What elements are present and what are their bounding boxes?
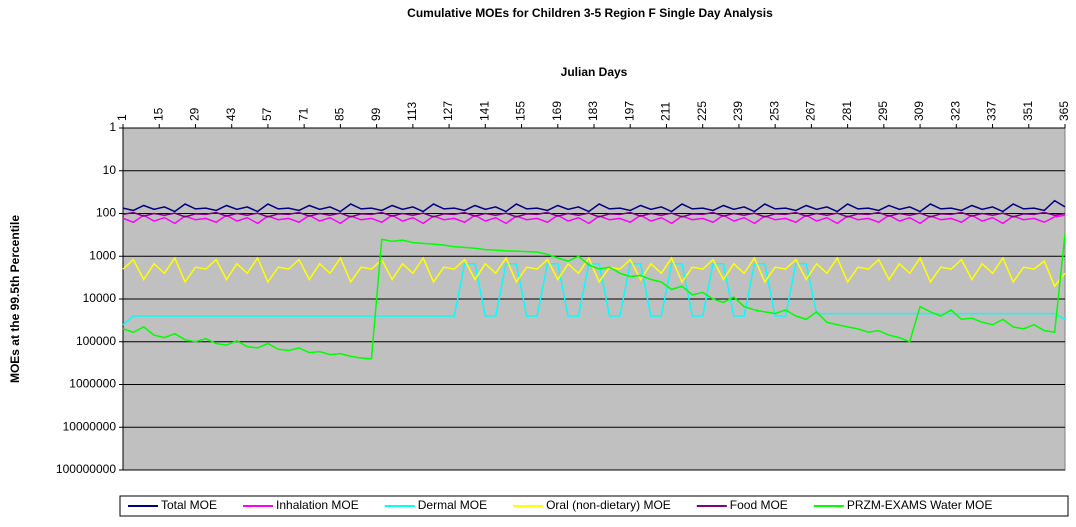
x-tick-label: 57 (260, 107, 274, 121)
series-line (122, 256, 1066, 288)
x-tick-label: 15 (151, 107, 165, 121)
x-tick-label: 71 (296, 107, 310, 121)
y-tick-label: 100000 (76, 334, 116, 348)
x-tick-label: 169 (550, 101, 564, 121)
x-tick-label: 267 (804, 101, 818, 121)
legend: Total MOE Inhalation MOE Dermal MOE Oral (n… (119, 495, 1069, 517)
y-tick-label: 10000000 (63, 419, 117, 433)
x-tick-label: 309 (912, 101, 926, 121)
y-tick-label: 1 (109, 120, 116, 134)
x-tick-label: 85 (333, 107, 347, 121)
legend-label: Dermal MOE (418, 498, 487, 512)
x-tick-label: 281 (840, 101, 854, 121)
legend-label: Total MOE (161, 498, 217, 512)
x-tick-label: 351 (1021, 101, 1035, 121)
legend-label: Oral (non-dietary) MOE (546, 498, 671, 512)
y-tick-label: 1000 (89, 248, 116, 262)
series-line (122, 211, 1066, 218)
y-tick-label: 10000 (83, 291, 117, 305)
x-tick-label: 225 (695, 101, 709, 121)
series-line (122, 199, 1066, 213)
x-tick-label: 239 (731, 101, 745, 121)
x-axis-title: Julian Days (561, 65, 628, 79)
x-tick-label: 183 (586, 101, 600, 121)
y-tick-label: 10 (103, 163, 117, 177)
legend-box (119, 495, 1069, 517)
x-tick-label: 253 (767, 101, 781, 121)
legend-label: Inhalation MOE (276, 498, 359, 512)
x-tick-label: 323 (948, 101, 962, 121)
x-tick-label: 99 (369, 107, 383, 121)
x-tick-label: 211 (659, 102, 673, 121)
x-tick-label: 1 (115, 114, 129, 121)
x-tick-label: 155 (514, 101, 528, 121)
x-tick-label: 141 (477, 101, 491, 121)
y-tick-label: 100 (96, 206, 116, 220)
x-tick-label: 113 (405, 102, 419, 121)
chart-title: Cumulative MOEs for Children 3-5 Region … (407, 6, 773, 20)
x-tick-label: 295 (876, 101, 890, 121)
x-tick-label: 43 (224, 107, 238, 121)
x-tick-label: 127 (441, 101, 455, 121)
series-line (122, 263, 1066, 326)
x-tick-label: 337 (985, 101, 999, 121)
y-tick-label: 100000000 (56, 462, 116, 476)
x-tick-label: 365 (1057, 101, 1071, 121)
x-tick-label: 197 (622, 101, 636, 121)
legend-label: Food MOE (730, 498, 788, 512)
series-line (122, 214, 1066, 225)
y-tick-label: 1000000 (69, 377, 116, 391)
y-axis-title: MOEs at the 99.5th Percentile (8, 215, 22, 383)
x-tick-label: 29 (188, 107, 202, 121)
legend-label: PRZM-EXAMS Water MOE (847, 498, 993, 512)
series-line (122, 233, 1066, 360)
